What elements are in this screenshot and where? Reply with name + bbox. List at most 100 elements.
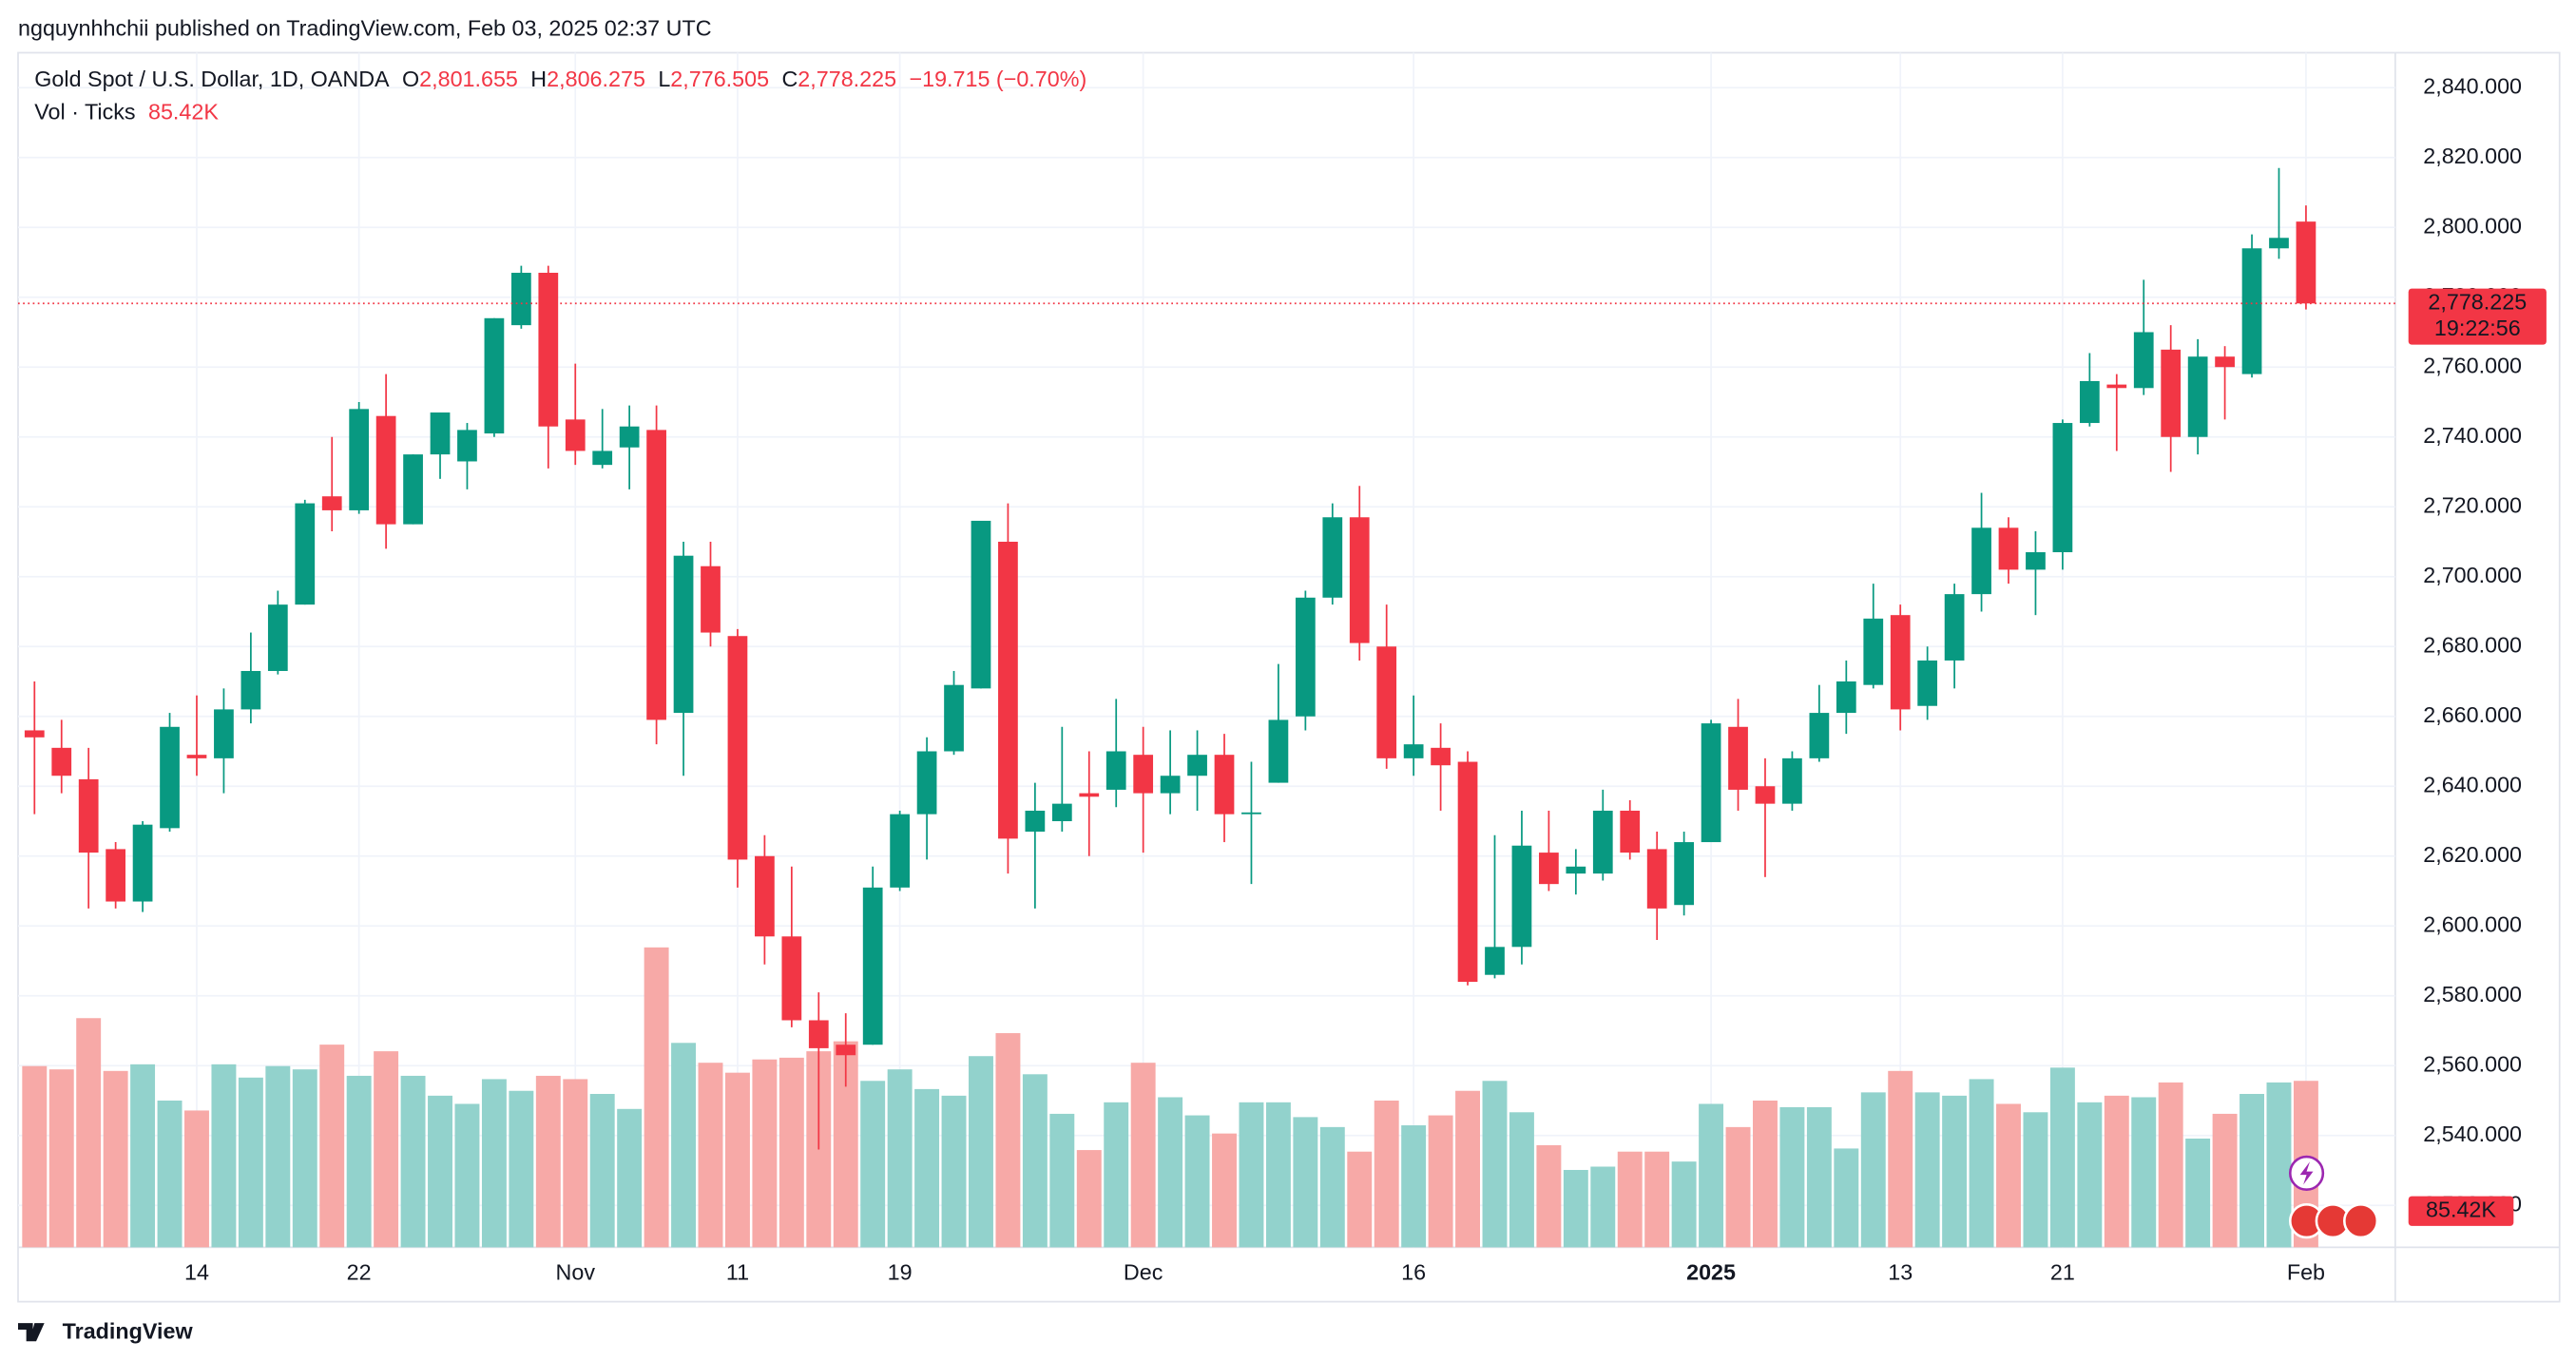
candle-body — [1403, 744, 1424, 758]
volume-bar — [1536, 1144, 1562, 1248]
volume-bar — [2240, 1094, 2264, 1248]
volume-bar — [211, 1064, 237, 1248]
candle-body — [78, 778, 99, 853]
volume-bar — [130, 1064, 156, 1248]
axes: 2,520.0002,540.0002,560.0002,580.0002,60… — [18, 73, 2547, 1284]
change: −19.715 (−0.70%) — [909, 67, 1086, 91]
l-val: 2,776.505 — [670, 67, 769, 91]
volume-bar — [509, 1090, 534, 1248]
candle-body — [51, 747, 72, 776]
candle-body — [1809, 713, 1830, 758]
candle-body — [403, 454, 423, 525]
candle-body — [1674, 842, 1694, 906]
candle-body — [2161, 349, 2182, 437]
volume-bar — [1914, 1092, 1940, 1248]
y-tick-label: 2,740.000 — [2423, 423, 2522, 448]
candle-body — [240, 670, 261, 710]
volume-bar — [1184, 1115, 1210, 1248]
o-val: 2,801.655 — [419, 67, 518, 91]
candle-body — [1511, 845, 1532, 948]
volume-bar — [1347, 1151, 1373, 1248]
candle-body — [646, 430, 666, 720]
volume-bar — [1212, 1133, 1237, 1248]
y-tick-label: 2,840.000 — [2423, 73, 2522, 98]
candle-body — [2187, 356, 2208, 437]
candle-body — [2133, 332, 2154, 389]
candle-body — [321, 496, 342, 510]
candle-body — [592, 450, 613, 466]
candle-body — [132, 824, 153, 902]
volume-bar — [1671, 1161, 1697, 1248]
volume-bar — [2049, 1067, 2075, 1248]
y-tick-label: 2,600.000 — [2423, 911, 2522, 936]
y-tick-label: 2,580.000 — [2423, 982, 2522, 1006]
candle-body — [186, 755, 207, 758]
candle-body — [1105, 751, 1126, 790]
lightning-glyph — [2299, 1161, 2314, 1185]
x-tick-label: 21 — [2050, 1259, 2075, 1284]
volume-bar — [2266, 1082, 2292, 1248]
candle-body — [1295, 597, 1316, 717]
symbol: Gold Spot / U.S. Dollar, 1D, OANDA — [34, 67, 390, 91]
last-price-label: 2,778.225 — [2428, 289, 2527, 314]
x-tick-label: 13 — [1888, 1259, 1913, 1284]
candle-body — [1755, 786, 1776, 804]
x-tick-label: 11 — [726, 1259, 749, 1284]
volume-bar — [1076, 1150, 1102, 1248]
volume-bar — [1049, 1113, 1075, 1248]
volume-bar — [1834, 1148, 1859, 1248]
volume-bar — [48, 1069, 74, 1248]
volume-bar — [2104, 1095, 2129, 1248]
candle-body — [295, 503, 316, 605]
candle-body — [836, 1045, 856, 1056]
volume-bar — [563, 1079, 588, 1248]
logo — [18, 1323, 45, 1342]
y-tick-label: 2,720.000 — [2423, 492, 2522, 517]
candle-body — [1539, 853, 1559, 885]
volume-bar — [1374, 1100, 1399, 1248]
x-tick-label: 14 — [184, 1259, 209, 1284]
volume-bar — [1888, 1070, 1913, 1248]
candle-body — [1133, 755, 1154, 794]
volume-bar — [1455, 1090, 1481, 1248]
h-val: 2,806.275 — [547, 67, 645, 91]
candle-body — [1322, 517, 1343, 598]
volume-bar — [1753, 1100, 1778, 1248]
candle-body — [727, 636, 748, 860]
y-tick-label: 2,760.000 — [2423, 353, 2522, 377]
candle-body — [916, 751, 937, 815]
publish-info: ngquynhhchii published on TradingView.co… — [18, 15, 712, 40]
candle-body — [1214, 755, 1235, 815]
volume-bar — [238, 1077, 263, 1248]
candle-body — [1592, 810, 1613, 874]
candle-body — [1241, 812, 1261, 815]
candle-body — [1268, 719, 1289, 783]
candle-body — [1566, 866, 1586, 874]
volume-bar — [589, 1094, 615, 1248]
volume-bar — [860, 1081, 886, 1248]
c-key: C — [781, 67, 798, 91]
candle-body — [673, 555, 694, 714]
candle-body — [2296, 221, 2316, 304]
candle-body — [1646, 849, 1667, 909]
candle-body — [1701, 723, 1721, 843]
candle-body — [890, 814, 911, 888]
candle-body — [430, 412, 451, 455]
candle-body — [24, 730, 45, 738]
candle-body — [2026, 552, 2046, 570]
volume-bar — [265, 1065, 291, 1248]
x-tick-label: 2025 — [1686, 1259, 1736, 1284]
x-tick-label: 19 — [888, 1259, 913, 1284]
candle-body — [1971, 527, 1991, 595]
volume-bar — [1319, 1126, 1345, 1248]
volume-bar — [292, 1069, 317, 1248]
volume-bar — [1725, 1126, 1751, 1248]
volume-bar — [1265, 1102, 1291, 1248]
volume-bar — [1563, 1169, 1588, 1248]
volume-label-box — [2408, 1196, 2514, 1226]
y-tick-label: 2,540.000 — [2423, 1121, 2522, 1146]
volume-bar — [481, 1079, 507, 1248]
volume-legend: Vol · Ticks 85.42K — [34, 100, 219, 125]
flag-icon — [2343, 1203, 2379, 1239]
